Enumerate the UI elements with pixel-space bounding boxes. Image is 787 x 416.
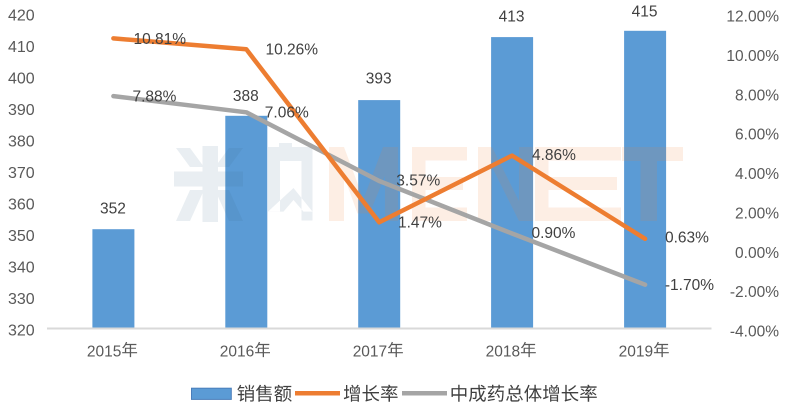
- svg-text:2016: 2016: [220, 344, 254, 361]
- svg-text:393: 393: [366, 71, 392, 88]
- svg-text:3.57%: 3.57%: [396, 173, 440, 190]
- svg-text:-1.70%: -1.70%: [665, 277, 714, 294]
- svg-text:4.86%: 4.86%: [532, 147, 576, 164]
- svg-text:2019: 2019: [619, 344, 653, 361]
- svg-text:7.06%: 7.06%: [265, 105, 309, 122]
- svg-text:-2.00%: -2.00%: [730, 284, 779, 301]
- svg-text:360: 360: [8, 197, 35, 214]
- svg-text:10.00%: 10.00%: [726, 48, 779, 65]
- svg-text:390: 390: [8, 102, 35, 119]
- svg-text:6.00%: 6.00%: [735, 127, 779, 144]
- svg-text:410: 410: [8, 39, 35, 56]
- svg-text:350: 350: [8, 228, 35, 245]
- svg-text:0.00%: 0.00%: [735, 245, 779, 262]
- svg-text:12.00%: 12.00%: [726, 9, 779, 26]
- svg-text:8.00%: 8.00%: [735, 87, 779, 104]
- svg-text:352: 352: [100, 201, 126, 218]
- svg-text:415: 415: [632, 4, 658, 21]
- svg-text:10.81%: 10.81%: [134, 31, 187, 48]
- svg-text:1.47%: 1.47%: [398, 214, 442, 231]
- svg-text:10.26%: 10.26%: [266, 41, 319, 58]
- svg-text:413: 413: [499, 9, 525, 26]
- svg-text:-4.00%: -4.00%: [730, 324, 779, 341]
- svg-text:388: 388: [233, 88, 259, 105]
- svg-text:0.90%: 0.90%: [532, 225, 576, 242]
- svg-text:7.88%: 7.88%: [133, 89, 177, 106]
- svg-text:4.00%: 4.00%: [735, 166, 779, 183]
- svg-text:330: 330: [8, 291, 35, 308]
- svg-text:2018: 2018: [486, 344, 520, 361]
- svg-text:380: 380: [8, 134, 35, 151]
- svg-text:2017: 2017: [353, 344, 387, 361]
- svg-text:320: 320: [8, 323, 35, 340]
- svg-text:2015: 2015: [87, 344, 121, 361]
- svg-text:2.00%: 2.00%: [735, 206, 779, 223]
- svg-text:400: 400: [8, 71, 35, 88]
- svg-text:370: 370: [8, 165, 35, 182]
- svg-text:0.63%: 0.63%: [665, 229, 709, 246]
- svg-text:420: 420: [8, 8, 35, 25]
- svg-text:340: 340: [8, 260, 35, 277]
